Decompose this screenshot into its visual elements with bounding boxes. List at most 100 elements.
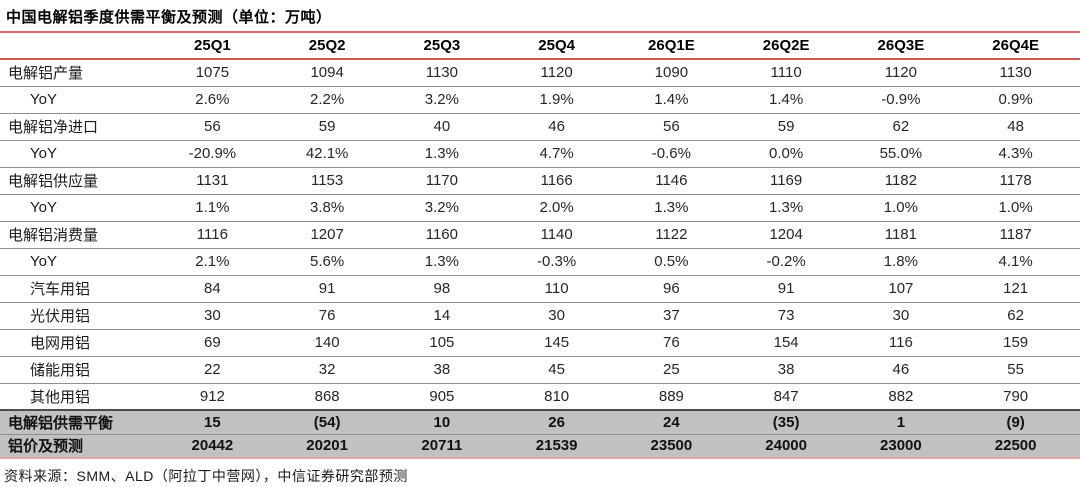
cell-value: 1.3% xyxy=(654,199,689,216)
column-header: 26Q3E xyxy=(850,32,966,60)
table-row: 其他用铝 912 868 905 810 889 847 882 790 xyxy=(0,383,1080,410)
cell-value: 14 xyxy=(433,307,451,324)
cell-value: 38 xyxy=(777,361,795,378)
cell-value: 1090 xyxy=(654,64,689,82)
cell-value: 1 xyxy=(896,413,906,431)
cell-value: 55 xyxy=(1007,361,1024,378)
cell-value: 30 xyxy=(204,307,221,324)
table-title: 中国电解铝季度供需平衡及预测（单位：万吨） xyxy=(6,9,332,26)
cell-value: 1.4% xyxy=(654,91,689,108)
cell-value: 62 xyxy=(892,118,910,135)
row-label: 光伏用铝 xyxy=(30,308,91,325)
row-label: YoY xyxy=(30,91,57,108)
cell-value: 21539 xyxy=(535,437,578,455)
header-row: 25Q1 25Q2 25Q3 25Q4 26Q1E 26Q2E 26Q3E 26Q4E xyxy=(0,32,1080,60)
cell-value: 1207 xyxy=(310,226,344,243)
cell-value: 1120 xyxy=(884,64,917,82)
cell-value: 1.3% xyxy=(424,145,459,162)
row-label: YoY xyxy=(30,145,57,162)
row-label: 电解铝净进口 xyxy=(8,119,99,136)
table-row: 铝价及预测 20442 20201 20711 21539 23500 24000 23000… xyxy=(0,434,1080,458)
cell-value: 1130 xyxy=(425,64,458,82)
cell-value: 0.5% xyxy=(654,253,689,270)
cell-value: 1122 xyxy=(655,226,688,243)
cell-value: 56 xyxy=(663,118,680,135)
cell-value: 868 xyxy=(314,387,340,405)
cell-value: 2.2% xyxy=(310,91,345,108)
cell-value: 22500 xyxy=(994,437,1037,455)
supply-demand-table: 25Q1 25Q2 25Q3 25Q4 26Q1E 26Q2E 26Q3E 26Q4E 电解铝… xyxy=(0,31,1080,459)
table-row: YoY -20.9% 42.1% 1.3% 4.7% -0.6% 0.0% 55.0% 4.3% xyxy=(0,140,1080,167)
cell-value: 1181 xyxy=(884,226,917,243)
cell-value: (54) xyxy=(313,413,341,431)
cell-value: 912 xyxy=(199,387,225,405)
cell-value: 42.1% xyxy=(305,145,349,162)
cell-value: 145 xyxy=(544,334,570,351)
cell-value: 73 xyxy=(777,307,795,324)
column-header: 25Q3 xyxy=(391,32,507,60)
cell-value: 889 xyxy=(658,387,684,405)
cell-value: 1140 xyxy=(540,226,573,243)
cell-value: 107 xyxy=(888,280,914,297)
cell-value: -0.6% xyxy=(651,145,691,162)
row-label: 汽车用铝 xyxy=(30,281,91,298)
table-row: 储能用铝 22 32 38 45 25 38 46 55 xyxy=(0,356,1080,383)
cell-value: 2.0% xyxy=(539,199,574,216)
cell-value: 159 xyxy=(1003,334,1029,351)
cell-value: 1.1% xyxy=(195,199,230,216)
cell-value: 40 xyxy=(433,118,451,135)
cell-value: (35) xyxy=(772,413,800,431)
cell-value: 1.0% xyxy=(883,199,918,216)
cell-value: 1.3% xyxy=(769,199,804,216)
cell-value: 84 xyxy=(204,280,221,297)
cell-value: 105 xyxy=(429,334,455,351)
cell-value: 37 xyxy=(663,307,680,324)
source-note: 资料来源：SMM、ALD（阿拉丁中营网），中信证券研究部预测 xyxy=(4,468,408,484)
row-label: 其他用铝 xyxy=(30,388,91,406)
cell-value: -20.9% xyxy=(188,145,237,162)
cell-value: 1.0% xyxy=(998,199,1033,216)
cell-value: 15 xyxy=(204,413,221,431)
cell-value: 1182 xyxy=(884,172,917,189)
column-header: 25Q2 xyxy=(276,32,392,60)
cell-value: 1.9% xyxy=(539,91,574,108)
cell-value: 91 xyxy=(777,280,795,297)
table-row: YoY 1.1% 3.8% 3.2% 2.0% 1.3% 1.3% 1.0% 1.0% xyxy=(0,194,1080,221)
cell-value: 24000 xyxy=(765,437,807,455)
cell-value: 55.0% xyxy=(879,145,923,162)
cell-value: 110 xyxy=(544,280,569,297)
cell-value: 32 xyxy=(318,361,336,378)
cell-value: 1166 xyxy=(540,172,573,189)
cell-value: 20201 xyxy=(306,437,348,455)
cell-value: 1204 xyxy=(769,226,803,243)
cell-value: 48 xyxy=(1007,118,1024,135)
cell-value: 23500 xyxy=(650,437,693,455)
row-label: 电解铝供应量 xyxy=(8,173,99,190)
table-row: 光伏用铝 30 76 14 30 37 73 30 62 xyxy=(0,302,1080,329)
cell-value: 847 xyxy=(773,387,799,405)
cell-value: 1.4% xyxy=(769,91,804,108)
cell-value: 1178 xyxy=(999,172,1032,189)
cell-value: 1130 xyxy=(999,64,1032,82)
cell-value: 26 xyxy=(548,413,565,431)
column-header: 26Q1E xyxy=(621,32,736,60)
cell-value: 790 xyxy=(1003,387,1029,405)
row-label: YoY xyxy=(30,253,57,270)
cell-value: 38 xyxy=(433,361,451,378)
cell-value: 116 xyxy=(888,334,913,351)
cell-value: 2.1% xyxy=(195,253,230,270)
cell-value: 96 xyxy=(663,280,680,297)
cell-value: 882 xyxy=(888,387,914,405)
table-row: 电解铝产量 1075 1094 1130 1120 1090 1110 1120 1130 xyxy=(0,59,1080,86)
cell-value: 810 xyxy=(544,387,570,405)
cell-value: 46 xyxy=(892,361,910,378)
cell-value: 1153 xyxy=(310,172,344,189)
cell-value: 45 xyxy=(548,361,565,378)
cell-value: 1.3% xyxy=(424,253,459,270)
cell-value: 20442 xyxy=(191,437,234,455)
row-label: 储能用铝 xyxy=(30,362,91,379)
cell-value: 56 xyxy=(204,118,221,135)
cell-value: 1187 xyxy=(999,226,1032,243)
column-header: 26Q2E xyxy=(735,32,851,60)
